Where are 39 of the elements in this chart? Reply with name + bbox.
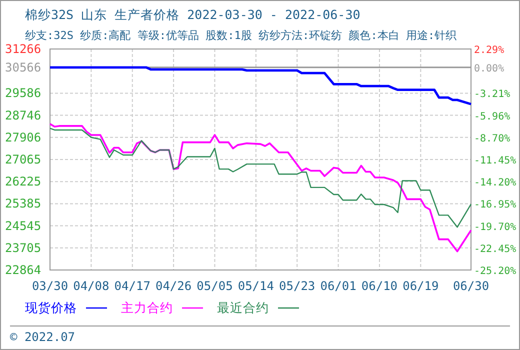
x-tick-label: 05/23	[279, 279, 316, 293]
y2-tick-label: -11.45%	[474, 155, 516, 166]
legend-label: 主力合约	[121, 300, 173, 315]
x-tick-label: 06/10	[361, 279, 398, 293]
y-tick-label: 25385	[5, 196, 42, 211]
text: © 2022.07	[10, 330, 76, 344]
chart-title: 棉纱32S 山东 生产者价格 2022-03-30 - 2022-06-30	[25, 7, 360, 22]
y2-tick-label: 2.29%	[474, 45, 504, 56]
x-tick-label: 05/14	[238, 279, 274, 293]
x-tick-label: 06/01	[320, 279, 356, 293]
x-tick-label: 06/30	[452, 279, 490, 293]
y2-tick-label: -8.70%	[474, 133, 510, 144]
y-tick-label: 23705	[5, 240, 42, 255]
x-tick-label: 06/19	[402, 279, 439, 293]
y2-tick-label: -16.95%	[474, 200, 516, 211]
x-tick-label: 04/08	[73, 279, 110, 293]
x-tick-label: 04/26	[155, 279, 192, 293]
y-tick-label: 27906	[5, 130, 42, 144]
legend-label: 现货价格	[25, 300, 77, 315]
y2-tick-label: -14.20%	[474, 178, 516, 189]
legend-label: 最近合约	[217, 300, 269, 315]
y2-tick-label: -3.21%	[474, 89, 510, 100]
y2-tick-label: -5.96%	[474, 111, 510, 122]
x-tick-label: 04/17	[114, 279, 150, 293]
y2-tick-label: -19.70%	[474, 222, 516, 233]
y2-tick-label: -25.20%	[474, 266, 516, 277]
y-tick-label: 24545	[5, 218, 42, 233]
y-tick-label: 28746	[5, 108, 42, 122]
x-tick-label: 05/05	[196, 279, 233, 293]
chart-subtitle: 纱支:32S 纱质:高配 等级:优等品 股数:1股 纺纱方法:环锭纺 颜色:本白 用途:针织	[25, 29, 457, 42]
y-tick-label: 27065	[5, 152, 42, 166]
y-tick-label: 29586	[5, 86, 42, 100]
y2-tick-label: -22.45%	[474, 244, 516, 255]
y-tick-label: 22864	[5, 263, 42, 277]
y-tick-label: 26225	[5, 174, 42, 189]
y-tick-label: 31266	[5, 42, 42, 56]
y-tick-label: 30566	[5, 60, 42, 74]
x-tick-label: 03/30	[32, 279, 68, 293]
y2-tick-label: 0.00%	[474, 63, 504, 74]
